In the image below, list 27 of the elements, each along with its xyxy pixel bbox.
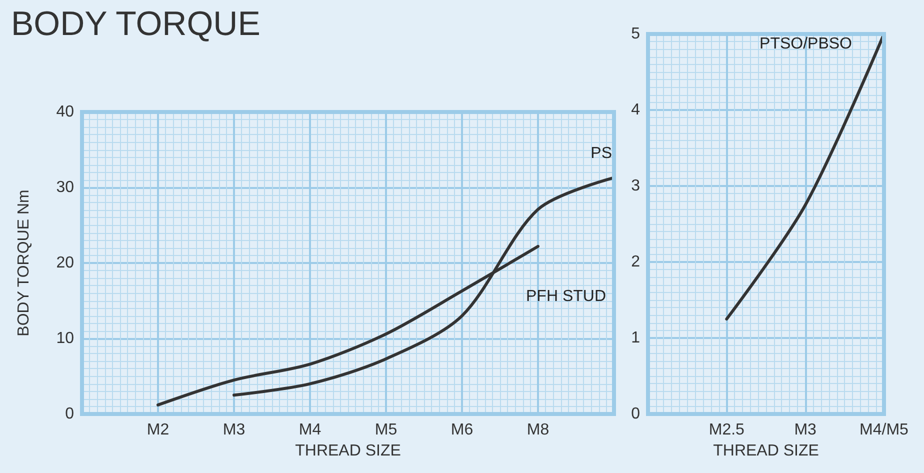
y-tick-label: 20 xyxy=(56,254,74,272)
series-label: PTSO/PBSO xyxy=(760,36,852,52)
x-axis-title: THREAD SIZE xyxy=(713,442,819,460)
x-tick-label: M4/M5 xyxy=(860,422,909,438)
chart-title: BODY TORQUE xyxy=(11,5,260,43)
y-tick-label: 0 xyxy=(65,406,74,422)
y-tick-label: 5 xyxy=(631,26,640,42)
series-label: PS xyxy=(590,145,612,162)
x-tick-label: M2.5 xyxy=(708,422,745,438)
x-tick-label: M5 xyxy=(374,422,398,438)
x-tick-label: M8 xyxy=(526,422,550,438)
y-tick-label: 4 xyxy=(631,102,640,118)
x-axis-title: THREAD SIZE xyxy=(295,442,401,460)
y-tick-label: 3 xyxy=(631,178,640,194)
y-tick-label: 40 xyxy=(56,104,74,120)
x-tick-label: M6 xyxy=(450,422,474,438)
y-tick-label: 1 xyxy=(631,330,640,346)
x-tick-label: M2 xyxy=(146,422,170,438)
x-tick-label: M3 xyxy=(222,422,246,438)
y-tick-label: 10 xyxy=(56,330,74,347)
y-tick-label: 0 xyxy=(631,406,640,422)
x-tick-label: M4 xyxy=(298,422,322,438)
y-tick-label: 2 xyxy=(631,254,640,270)
y-tick-label: 30 xyxy=(56,179,74,196)
y-axis-title: BODY TORQUE Nm xyxy=(16,190,32,336)
x-tick-label: M3 xyxy=(794,422,817,438)
series-label: PFH STUD xyxy=(526,288,606,305)
